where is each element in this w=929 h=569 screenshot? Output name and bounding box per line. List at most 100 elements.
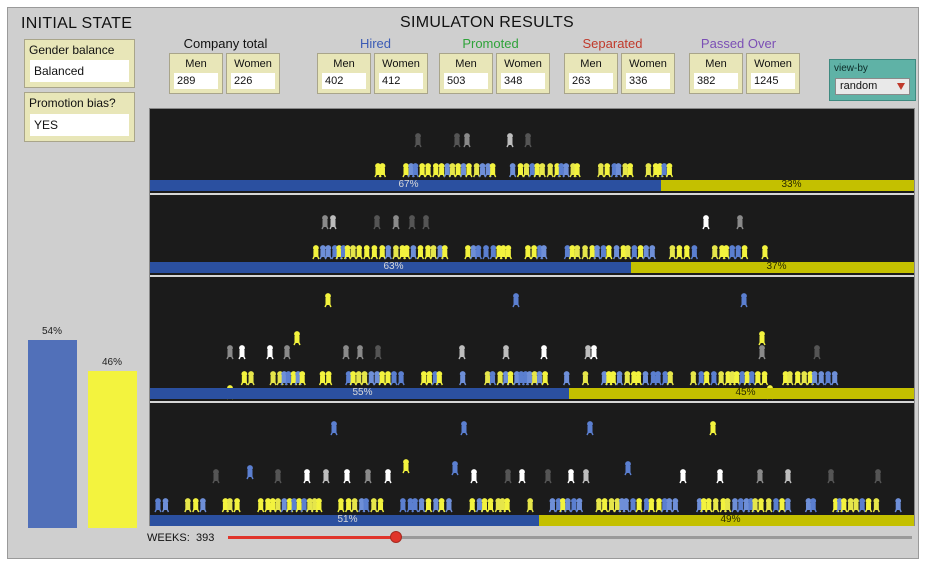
gender-balance-chooser[interactable]: Gender balance Balanced xyxy=(24,39,135,88)
person-icon xyxy=(322,469,330,484)
person-icon xyxy=(629,498,637,513)
person-icon xyxy=(697,371,705,386)
hired-label: Hired xyxy=(359,36,392,51)
person-icon xyxy=(743,371,751,386)
dropdown-arrow-icon[interactable] xyxy=(897,83,905,90)
person-icon xyxy=(283,345,291,360)
person-icon xyxy=(374,345,382,360)
person-icon xyxy=(852,498,860,513)
person-icon xyxy=(634,371,643,386)
person-icon xyxy=(290,498,298,513)
person-icon xyxy=(758,345,766,360)
person-icon xyxy=(581,371,590,386)
person-icon xyxy=(702,215,710,230)
simulation-view: 67% 33% 63% 37% 55% 45% 51% 49% xyxy=(149,108,915,526)
person-icon xyxy=(463,133,471,148)
person-icon xyxy=(786,371,794,386)
person-icon xyxy=(298,371,306,386)
person-icon xyxy=(516,163,525,178)
person-icon xyxy=(448,163,457,178)
person-icon xyxy=(212,469,220,484)
person-icon xyxy=(199,498,207,513)
person-icon xyxy=(518,469,526,484)
person-icon xyxy=(599,245,608,260)
person-icon xyxy=(675,245,683,260)
person-icon xyxy=(710,371,718,386)
person-icon xyxy=(257,498,265,513)
gender-balance-value[interactable]: Balanced xyxy=(30,60,129,82)
person-icon xyxy=(473,163,481,178)
person-icon xyxy=(470,469,478,484)
person-icon xyxy=(274,498,282,513)
person-icon xyxy=(503,498,511,513)
promotion-bias-value[interactable]: YES xyxy=(30,114,129,136)
view-by-chooser[interactable]: view-by random xyxy=(829,59,916,101)
level-2-men-segment xyxy=(150,262,633,273)
level-1-women-percent: 33% xyxy=(781,179,802,190)
person-icon xyxy=(367,371,375,386)
person-icon xyxy=(626,163,634,178)
person-icon xyxy=(329,215,337,230)
person-icon xyxy=(378,371,386,386)
person-icon xyxy=(459,371,467,386)
person-icon xyxy=(630,371,638,386)
person-icon xyxy=(563,371,571,386)
person-icon xyxy=(661,498,669,513)
person-icon xyxy=(635,498,643,513)
person-icon xyxy=(478,163,487,178)
person-icon xyxy=(831,371,839,386)
person-icon xyxy=(615,371,624,386)
person-icon xyxy=(161,498,170,513)
person-icon xyxy=(595,498,603,513)
view-by-select[interactable]: random xyxy=(835,78,910,95)
person-icon xyxy=(443,163,451,178)
promoted-women-value: 348 xyxy=(501,73,545,89)
monitor-label: Men xyxy=(185,58,207,70)
person-icon xyxy=(488,371,497,386)
person-icon xyxy=(429,245,438,260)
person-icon xyxy=(184,498,192,513)
person-icon xyxy=(454,163,462,178)
promoted-women-monitor: Women 348 xyxy=(496,53,550,94)
simulation-app: INITIAL STATE SIMULATON RESULTS Gender b… xyxy=(7,7,919,559)
person-icon xyxy=(362,498,370,513)
person-icon xyxy=(533,163,541,178)
person-icon xyxy=(522,163,531,178)
person-icon xyxy=(540,245,548,260)
person-icon xyxy=(607,498,616,513)
hired-women-value: 412 xyxy=(379,73,423,89)
weeks-slider-track[interactable] xyxy=(228,536,912,539)
person-icon xyxy=(581,245,589,260)
initial-women-bar xyxy=(88,371,137,528)
person-icon xyxy=(722,245,730,260)
person-icon xyxy=(373,371,381,386)
person-icon xyxy=(874,469,882,484)
person-icon xyxy=(266,345,274,360)
person-icon xyxy=(665,498,673,513)
person-icon xyxy=(530,245,538,260)
monitor-label: Men xyxy=(580,58,602,70)
person-icon xyxy=(590,345,598,360)
person-icon xyxy=(526,498,534,513)
weeks-slider-handle[interactable] xyxy=(390,531,402,543)
person-icon xyxy=(226,498,234,513)
person-icon xyxy=(247,371,255,386)
person-icon xyxy=(349,245,357,260)
person-icon xyxy=(709,421,717,436)
level-3-bar: 55% 45% xyxy=(150,387,914,399)
person-icon xyxy=(344,498,353,513)
person-icon xyxy=(524,133,532,148)
person-icon xyxy=(424,498,433,513)
person-icon xyxy=(489,163,497,178)
person-icon xyxy=(794,371,802,386)
person-icon xyxy=(293,331,301,346)
person-icon xyxy=(705,498,713,513)
promotion-bias-chooser[interactable]: Promotion bias? YES xyxy=(24,92,135,142)
person-icon xyxy=(489,245,497,260)
person-icon xyxy=(760,371,769,386)
separated-men-value: 263 xyxy=(569,73,613,89)
person-icon xyxy=(416,245,425,260)
people-layer xyxy=(154,133,902,513)
person-icon xyxy=(737,498,745,513)
company-total-men-value: 289 xyxy=(174,73,218,89)
